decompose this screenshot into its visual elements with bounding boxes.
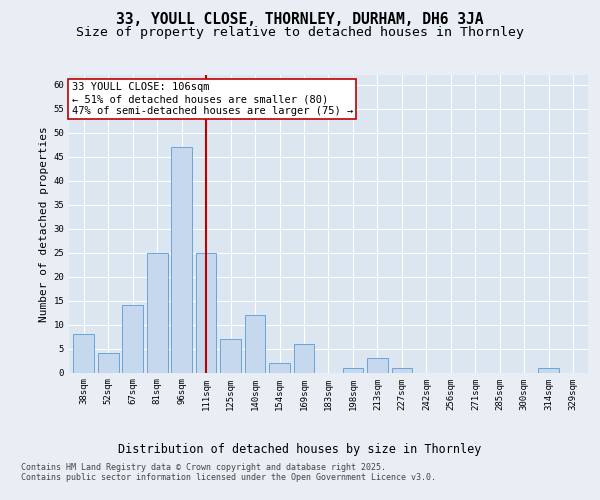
Bar xyxy=(293,344,314,372)
Text: Size of property relative to detached houses in Thornley: Size of property relative to detached ho… xyxy=(76,26,524,39)
Text: 33 YOULL CLOSE: 106sqm
← 51% of detached houses are smaller (80)
47% of semi-det: 33 YOULL CLOSE: 106sqm ← 51% of detached… xyxy=(71,82,353,116)
Bar xyxy=(147,252,167,372)
Bar xyxy=(171,147,192,372)
Text: Distribution of detached houses by size in Thornley: Distribution of detached houses by size … xyxy=(118,442,482,456)
Bar xyxy=(98,354,119,372)
Bar xyxy=(269,363,290,372)
Bar xyxy=(392,368,412,372)
Bar xyxy=(367,358,388,372)
Bar xyxy=(73,334,94,372)
Bar xyxy=(343,368,364,372)
Text: 33, YOULL CLOSE, THORNLEY, DURHAM, DH6 3JA: 33, YOULL CLOSE, THORNLEY, DURHAM, DH6 3… xyxy=(116,12,484,28)
Bar xyxy=(538,368,559,372)
Bar xyxy=(122,306,143,372)
Bar xyxy=(220,339,241,372)
Y-axis label: Number of detached properties: Number of detached properties xyxy=(39,126,49,322)
Text: Contains HM Land Registry data © Crown copyright and database right 2025.
Contai: Contains HM Land Registry data © Crown c… xyxy=(21,462,436,482)
Bar xyxy=(245,315,265,372)
Bar xyxy=(196,252,217,372)
